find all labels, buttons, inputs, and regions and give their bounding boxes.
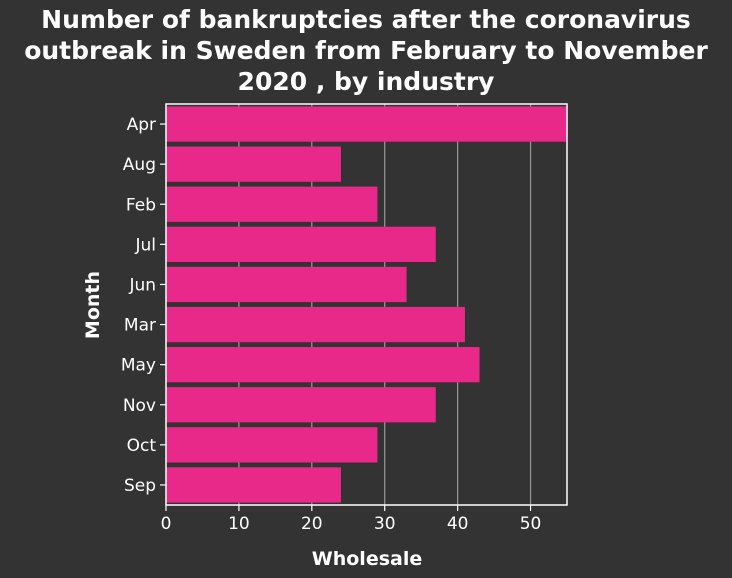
y-axis-title: Month (82, 271, 104, 339)
bar-mar (166, 306, 465, 343)
bar-sep (166, 467, 341, 503)
y-tick-label: Nov (123, 396, 156, 416)
y-tick-label: May (121, 356, 156, 376)
y-tick-label: Jun (128, 275, 156, 295)
bar-jul (166, 226, 436, 262)
bar-feb (166, 186, 378, 222)
plot-frame (165, 103, 568, 506)
y-tick-label: Sep (124, 476, 156, 496)
bar-aug (166, 146, 341, 182)
x-tick-label: 0 (161, 514, 172, 534)
bar-may (166, 347, 480, 383)
y-tick-label: Aug (123, 155, 156, 175)
y-tick-label: Mar (124, 316, 156, 336)
y-tick-label: Oct (127, 436, 157, 456)
y-tick-label: Apr (127, 115, 156, 135)
bar-oct (166, 427, 378, 463)
x-tick-label: 10 (228, 514, 250, 534)
chart-title: Number of bankruptcies after the coronav… (24, 5, 708, 96)
bar-jun (166, 266, 407, 303)
x-tick-label: 50 (520, 514, 542, 534)
x-axis-title: Wholesale (312, 548, 422, 570)
y-tick-label: Feb (126, 195, 156, 215)
bar-nov (166, 387, 436, 423)
x-tick-label: 20 (301, 514, 323, 534)
bars (166, 106, 567, 503)
x-tick-label: 40 (447, 514, 469, 534)
bar-apr (166, 106, 567, 142)
y-tick-label: Jul (134, 235, 156, 255)
x-tick-label: 30 (374, 514, 396, 534)
